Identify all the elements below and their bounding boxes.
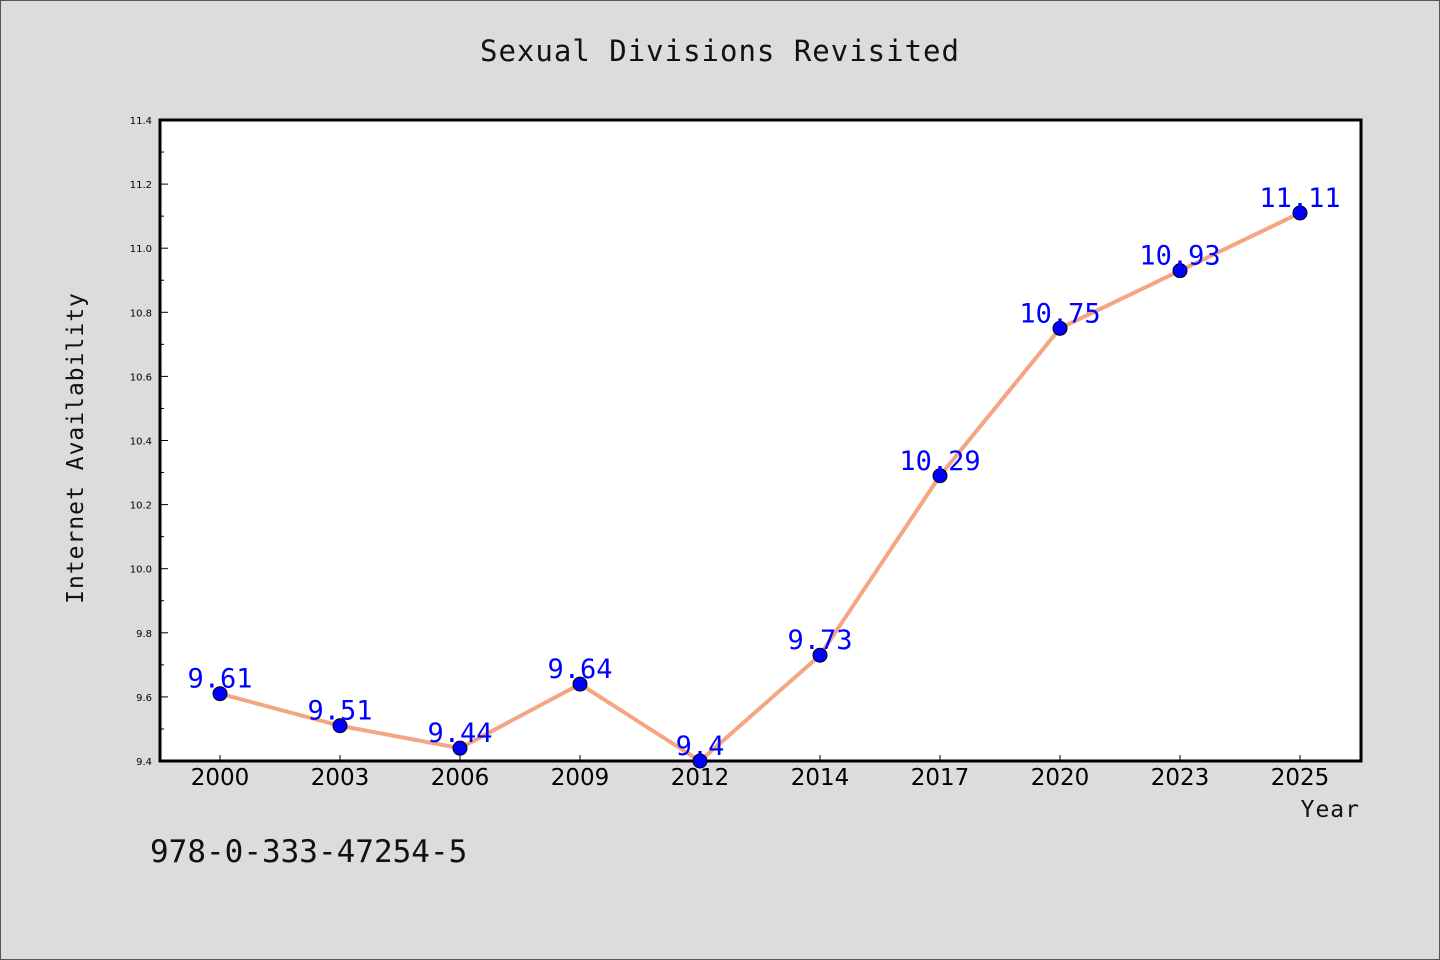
x-tick-label: 2012 xyxy=(671,765,730,791)
y-tick-label: 10.0 xyxy=(130,565,152,576)
data-point-marker xyxy=(812,647,828,663)
x-tick-label: 2014 xyxy=(791,765,850,791)
chart-title: Sexual Divisions Revisited xyxy=(480,34,960,68)
y-tick-label: 11.4 xyxy=(130,116,152,127)
data-point-marker xyxy=(332,718,348,734)
data-point-marker xyxy=(692,753,708,769)
data-point-marker xyxy=(572,676,588,692)
x-tick-label: 2003 xyxy=(311,765,370,791)
x-axis-ticks: 2000 2003 2006 2009 2012 2014 2017 2020 2023 2025 xyxy=(191,755,1330,791)
data-label: 9.73 xyxy=(787,625,852,656)
x-tick-label: 2006 xyxy=(431,765,490,791)
y-tick-label: 10.6 xyxy=(130,372,152,383)
x-axis-label: Year xyxy=(1300,797,1360,823)
data-label: 9.51 xyxy=(307,696,372,727)
data-label: 10.75 xyxy=(1019,298,1100,329)
data-label: 9.61 xyxy=(187,664,252,695)
x-tick-label: 2017 xyxy=(911,765,970,791)
data-label: 9.44 xyxy=(427,718,492,749)
series-group xyxy=(212,205,1308,769)
y-tick-label: 11.2 xyxy=(130,180,152,191)
data-label: 10.93 xyxy=(1139,241,1220,272)
data-point-marker xyxy=(932,468,948,484)
data-point-marker xyxy=(1292,205,1308,221)
x-tick-label: 2020 xyxy=(1031,765,1090,791)
y-tick-label: 9.8 xyxy=(136,629,152,640)
y-tick-label: 10.4 xyxy=(130,437,152,448)
y-tick-label: 9.4 xyxy=(136,757,152,768)
x-tick-label: 2023 xyxy=(1151,765,1210,791)
data-point-marker xyxy=(1052,320,1068,336)
plot-area xyxy=(158,118,1363,763)
isbn-text: 978-0-333-47254-5 xyxy=(150,834,468,870)
data-label: 10.29 xyxy=(899,446,980,477)
y-axis-label: Internet Availability xyxy=(63,292,89,604)
data-point-marker xyxy=(212,686,228,702)
y-tick-label: 9.6 xyxy=(136,693,152,704)
y-axis-ticks: 9.4 9.6 9.8 10.0 10.2 10.4 10.6 10.8 11.0 11.2 11.… xyxy=(130,116,168,768)
data-label: 9.64 xyxy=(547,654,612,685)
data-labels-group: 9.61 9.51 9.44 9.64 9.4 9.73 10.29 10.75 10.93 11… xyxy=(187,183,1340,762)
y-tick-label: 11.0 xyxy=(130,244,152,255)
x-tick-label: 2000 xyxy=(191,765,250,791)
series-line xyxy=(218,210,1302,763)
data-point-marker xyxy=(1172,263,1188,279)
y-tick-label: 10.8 xyxy=(130,308,152,319)
x-tick-label: 2009 xyxy=(551,765,610,791)
x-tick-label: 2025 xyxy=(1271,765,1330,791)
data-label: 11.11 xyxy=(1259,183,1340,214)
data-point-marker xyxy=(452,740,468,756)
data-label: 9.4 xyxy=(676,731,725,762)
y-tick-label: 10.2 xyxy=(130,501,152,512)
